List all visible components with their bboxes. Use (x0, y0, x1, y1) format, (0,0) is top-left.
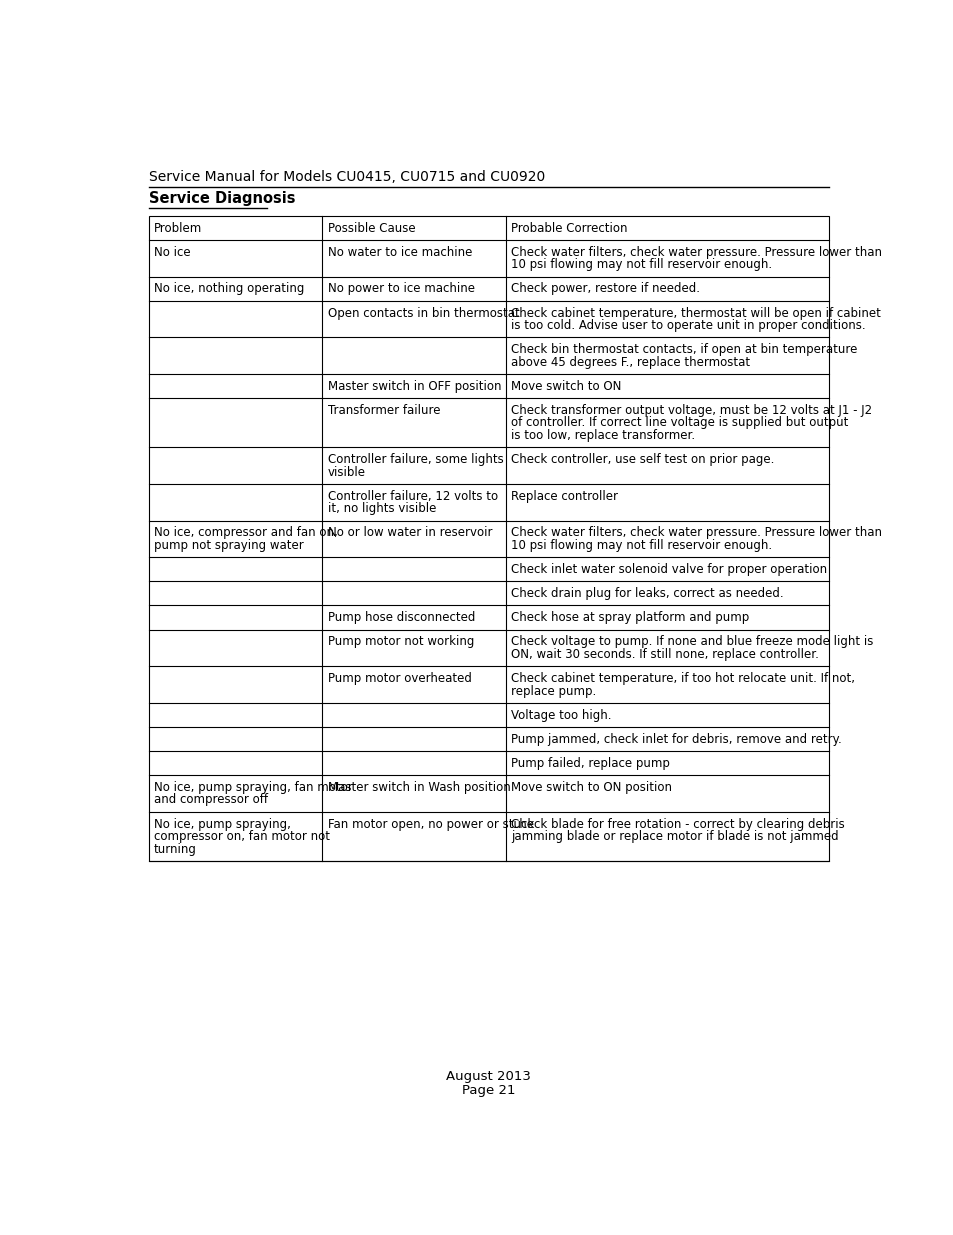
Text: it, no lights visible: it, no lights visible (327, 503, 436, 515)
Text: 10 psi flowing may not fill reservoir enough.: 10 psi flowing may not fill reservoir en… (511, 258, 772, 272)
Text: Check inlet water solenoid valve for proper operation: Check inlet water solenoid valve for pro… (511, 563, 826, 576)
Text: No ice: No ice (154, 246, 191, 259)
Text: Pump motor not working: Pump motor not working (327, 635, 474, 648)
Text: 10 psi flowing may not fill reservoir enough.: 10 psi flowing may not fill reservoir en… (511, 538, 772, 552)
Text: Check controller, use self test on prior page.: Check controller, use self test on prior… (511, 453, 774, 466)
Text: is too cold. Advise user to operate unit in proper conditions.: is too cold. Advise user to operate unit… (511, 319, 865, 332)
Text: and compressor off: and compressor off (154, 793, 268, 806)
Text: August 2013: August 2013 (446, 1070, 531, 1083)
Text: Check water filters, check water pressure. Pressure lower than: Check water filters, check water pressur… (511, 246, 882, 259)
Text: jamming blade or replace motor if blade is not jammed: jamming blade or replace motor if blade … (511, 830, 838, 844)
Text: Pump failed, replace pump: Pump failed, replace pump (511, 757, 670, 769)
Text: pump not spraying water: pump not spraying water (154, 538, 304, 552)
Text: replace pump.: replace pump. (511, 684, 596, 698)
Text: Check cabinet temperature, if too hot relocate unit. If not,: Check cabinet temperature, if too hot re… (511, 672, 855, 685)
Text: Move switch to ON position: Move switch to ON position (511, 781, 672, 794)
Bar (149, 216, 828, 861)
Text: Fan motor open, no power or stuck: Fan motor open, no power or stuck (327, 818, 534, 830)
Text: No water to ice machine: No water to ice machine (327, 246, 472, 259)
Text: No power to ice machine: No power to ice machine (327, 283, 475, 295)
Text: Service Diagnosis: Service Diagnosis (149, 191, 294, 206)
Text: Controller failure, some lights: Controller failure, some lights (327, 453, 503, 466)
Text: Page 21: Page 21 (461, 1084, 516, 1097)
Text: above 45 degrees F., replace thermostat: above 45 degrees F., replace thermostat (511, 356, 750, 369)
Text: Transformer failure: Transformer failure (327, 404, 439, 417)
Text: visible: visible (327, 466, 365, 479)
Text: Replace controller: Replace controller (511, 490, 618, 503)
Text: Check transformer output voltage, must be 12 volts at J1 - J2: Check transformer output voltage, must b… (511, 404, 872, 417)
Text: No or low water in reservoir: No or low water in reservoir (327, 526, 492, 540)
Text: Possible Cause: Possible Cause (327, 222, 415, 235)
Text: No ice, nothing operating: No ice, nothing operating (154, 283, 304, 295)
Text: Problem: Problem (154, 222, 202, 235)
Text: Check water filters, check water pressure. Pressure lower than: Check water filters, check water pressur… (511, 526, 882, 540)
Text: ON, wait 30 seconds. If still none, replace controller.: ON, wait 30 seconds. If still none, repl… (511, 648, 819, 661)
Text: Move switch to ON: Move switch to ON (511, 380, 621, 393)
Text: of controller. If correct line voltage is supplied but output: of controller. If correct line voltage i… (511, 416, 848, 430)
Text: No ice, compressor and fan on,: No ice, compressor and fan on, (154, 526, 337, 540)
Text: Master switch in OFF position: Master switch in OFF position (327, 380, 500, 393)
Text: turning: turning (154, 842, 196, 856)
Text: Pump hose disconnected: Pump hose disconnected (327, 611, 475, 624)
Text: Check drain plug for leaks, correct as needed.: Check drain plug for leaks, correct as n… (511, 587, 783, 600)
Text: Probable Correction: Probable Correction (511, 222, 627, 235)
Text: Voltage too high.: Voltage too high. (511, 709, 611, 721)
Text: Check power, restore if needed.: Check power, restore if needed. (511, 283, 700, 295)
Text: Pump motor overheated: Pump motor overheated (327, 672, 471, 685)
Text: Check bin thermostat contacts, if open at bin temperature: Check bin thermostat contacts, if open a… (511, 343, 857, 356)
Text: Check blade for free rotation - correct by clearing debris: Check blade for free rotation - correct … (511, 818, 844, 830)
Text: is too low, replace transformer.: is too low, replace transformer. (511, 429, 695, 442)
Text: Service Manual for Models CU0415, CU0715 and CU0920: Service Manual for Models CU0415, CU0715… (149, 169, 544, 184)
Text: compressor on, fan motor not: compressor on, fan motor not (154, 830, 330, 844)
Text: Master switch in Wash position: Master switch in Wash position (327, 781, 510, 794)
Text: No ice, pump spraying,: No ice, pump spraying, (154, 818, 291, 830)
Text: Check voltage to pump. If none and blue freeze mode light is: Check voltage to pump. If none and blue … (511, 635, 873, 648)
Text: Open contacts in bin thermostat: Open contacts in bin thermostat (327, 306, 518, 320)
Text: Check cabinet temperature, thermostat will be open if cabinet: Check cabinet temperature, thermostat wi… (511, 306, 881, 320)
Text: Pump jammed, check inlet for debris, remove and retry.: Pump jammed, check inlet for debris, rem… (511, 732, 841, 746)
Text: No ice, pump spraying, fan motor: No ice, pump spraying, fan motor (154, 781, 353, 794)
Text: Controller failure, 12 volts to: Controller failure, 12 volts to (327, 490, 497, 503)
Text: Check hose at spray platform and pump: Check hose at spray platform and pump (511, 611, 749, 624)
